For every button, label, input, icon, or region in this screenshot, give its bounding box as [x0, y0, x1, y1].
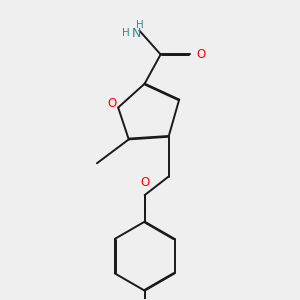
Text: O: O [197, 48, 206, 61]
Text: H: H [122, 28, 130, 38]
Text: O: O [107, 97, 116, 110]
Text: O: O [140, 176, 149, 189]
Text: N: N [132, 27, 141, 40]
Text: H: H [136, 20, 143, 29]
